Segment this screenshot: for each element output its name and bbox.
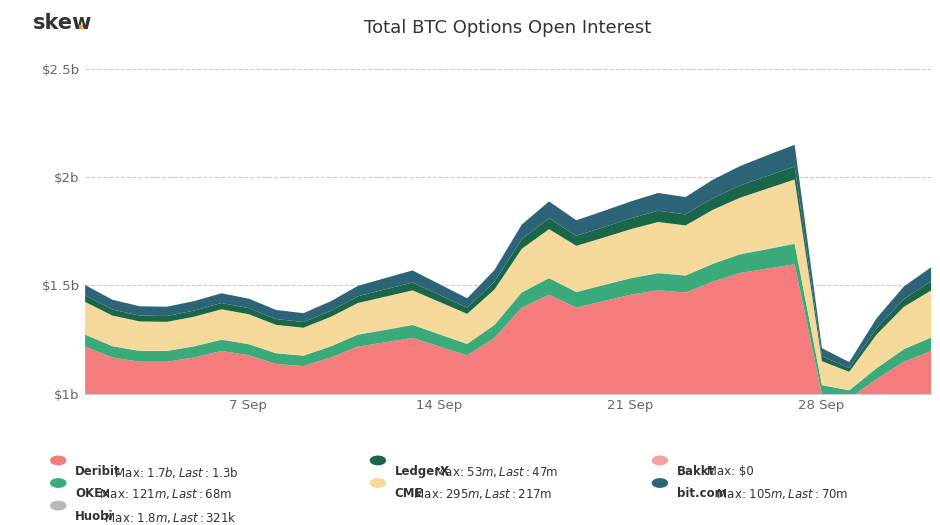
Text: OKEx: OKEx — [75, 487, 110, 500]
Text: Deribit: Deribit — [75, 465, 121, 478]
Text: bit.com: bit.com — [677, 487, 727, 500]
Text: Max: $53m, Last: $47m: Max: $53m, Last: $47m — [431, 465, 558, 479]
Text: Max: $1.8m, Last: $321k: Max: $1.8m, Last: $321k — [102, 510, 237, 525]
Text: LedgerX: LedgerX — [395, 465, 450, 478]
Text: skew: skew — [33, 13, 92, 33]
Text: Max: $105m, Last: $70m: Max: $105m, Last: $70m — [713, 487, 849, 501]
Text: .: . — [77, 13, 85, 33]
Title: Total BTC Options Open Interest: Total BTC Options Open Interest — [364, 19, 651, 37]
Text: Max: $1.7b, Last: $1.3b: Max: $1.7b, Last: $1.3b — [112, 465, 239, 480]
Text: Max: $295m, Last: $217m: Max: $295m, Last: $217m — [410, 487, 552, 501]
Text: CME: CME — [395, 487, 423, 500]
Text: Max: $121m, Last: $68m: Max: $121m, Last: $68m — [96, 487, 232, 501]
Text: Max: $0: Max: $0 — [702, 465, 753, 478]
Text: Bakkt: Bakkt — [677, 465, 715, 478]
Text: Huobi: Huobi — [75, 510, 114, 523]
